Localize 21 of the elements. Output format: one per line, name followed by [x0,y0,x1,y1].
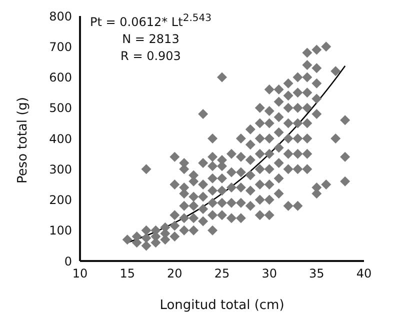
x-tick-label: 25 [214,266,230,281]
annotation: N = 2813 [121,31,180,48]
y-axis-title: Peso total (g) [16,97,31,184]
x-tick-label: 30 [262,266,277,281]
x-tick-label: 15 [120,266,135,281]
annotation: R = 0.903 [120,48,182,65]
y-tick-label: 100 [49,224,72,238]
y-tick-label: 700 [49,40,72,54]
x-axis-title: Longitud total (cm) [160,298,284,313]
y-tick-label: 400 [49,132,72,146]
x-tick-label: 35 [309,266,324,281]
y-tick-label: 200 [49,193,72,208]
x-tick-label: 10 [72,266,88,281]
x-tick-label: 20 [167,266,182,281]
y-tick-label: 0 [64,254,72,268]
y-tick-label: 500 [49,101,72,116]
y-tick-label: 600 [49,70,72,85]
annotation: Pt = 0.0612* Lt$^{2.543}$ [90,12,212,31]
x-tick-label: 40 [356,266,372,281]
y-tick-label: 800 [49,9,72,24]
y-tick-label: 300 [49,162,72,176]
